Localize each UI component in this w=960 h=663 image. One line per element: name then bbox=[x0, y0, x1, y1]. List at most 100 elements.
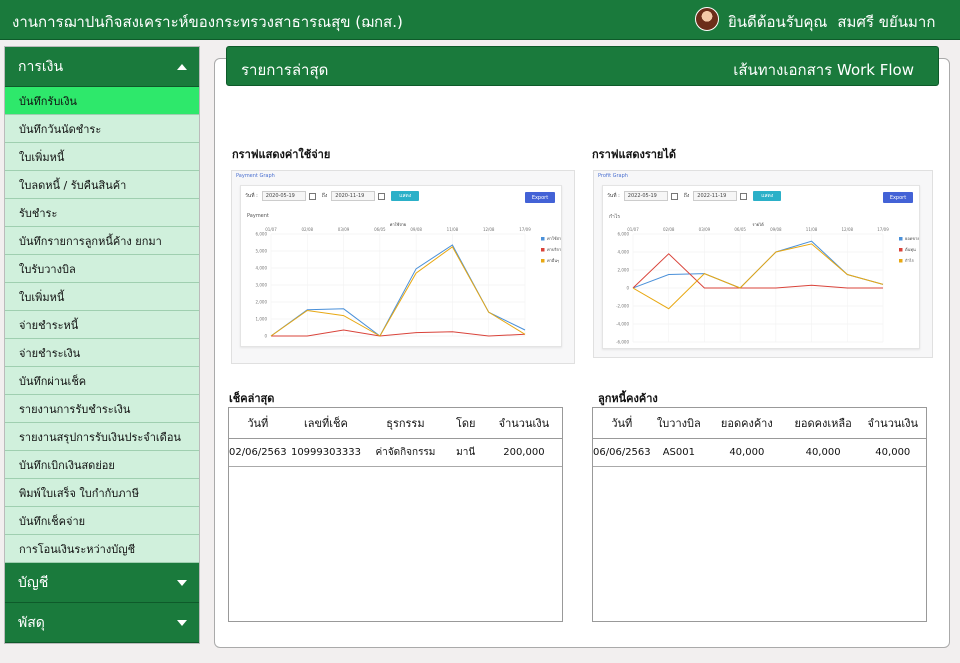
income-chart-card: Profit Graph วันที่ : 2022-05-19 ถึง 202… bbox=[593, 170, 933, 358]
x-tick-label: 06/05 bbox=[374, 227, 386, 232]
x-tick-label: 03/09 bbox=[699, 227, 711, 232]
date-to-input[interactable]: 2020-11-19 bbox=[331, 191, 376, 201]
x-tick-label: 02/08 bbox=[302, 227, 314, 232]
x-tick-label: 11/08 bbox=[806, 227, 818, 232]
cheques-grid: วันที่ เลขที่เช็ค ธุรกรรม โดย จำนวนเงิน 02/06… bbox=[229, 408, 562, 467]
series-line bbox=[632, 253, 883, 289]
sidebar-item[interactable]: บันทึกรับเงิน bbox=[5, 87, 199, 115]
legend-swatch bbox=[541, 259, 545, 263]
sidebar-item[interactable]: ใบเพิ่มหนี้ bbox=[5, 283, 199, 311]
income-chart-panel: วันที่ : 2022-05-19 ถึง 2022-11-19 แสดง … bbox=[602, 185, 920, 349]
column-header: โดย bbox=[445, 408, 486, 439]
chart-title: ค่าใช้จ่าย bbox=[390, 222, 407, 227]
sidebar-item[interactable]: บันทึกเบิกเงินสดย่อย bbox=[5, 451, 199, 479]
sidebar-item[interactable]: ใบเพิ่มหนี้ bbox=[5, 143, 199, 171]
sidebar-item[interactable]: ใบลดหนี้ / รับคืนสินค้า bbox=[5, 171, 199, 199]
column-header: ใบวางบิล bbox=[650, 408, 708, 439]
sidebar-section-supplies[interactable]: พัสดุ bbox=[5, 603, 199, 643]
date-from-label: วันที่ : bbox=[245, 193, 258, 199]
legend-label: ค่าบริการ bbox=[547, 247, 561, 252]
table-row[interactable]: 02/06/2563 10999303333 ค่าจัดกิจกรรม มานี 20… bbox=[229, 438, 562, 467]
date-to-label: ถึง bbox=[683, 193, 690, 199]
column-header: เลขที่เช็ค bbox=[286, 408, 366, 439]
table-cell: AS001 bbox=[650, 438, 708, 467]
top-bar: งานการฌาปนกิจสงเคราะห์ของกระทรวงสาธารณสุ… bbox=[0, 0, 960, 40]
x-tick-label: 09/08 bbox=[410, 227, 422, 232]
date-from-input[interactable]: 2020-05-19 bbox=[261, 191, 306, 201]
y-tick-label: 0 bbox=[264, 334, 267, 339]
sidebar-item[interactable]: รายงานสรุปการรับเงินประจำเดือน bbox=[5, 423, 199, 451]
export-button[interactable]: Export bbox=[525, 192, 555, 203]
app-title: งานการฌาปนกิจสงเคราะห์ของกระทรวงสาธารณสุ… bbox=[12, 13, 403, 31]
calendar-icon[interactable] bbox=[670, 192, 678, 200]
sidebar-item[interactable]: บันทึกวันนัดชำระ bbox=[5, 115, 199, 143]
expense-card-header: Payment Graph bbox=[236, 173, 275, 179]
sidebar-item[interactable]: บันทึกเช็คจ่าย bbox=[5, 507, 199, 535]
date-from-input[interactable]: 2022-05-19 bbox=[623, 191, 668, 201]
y-tick-label: 5,000 bbox=[256, 249, 268, 254]
x-tick-label: 01/07 bbox=[265, 227, 277, 232]
column-header: วันที่ bbox=[593, 408, 651, 439]
content-header: รายการล่าสุด เส้นทางเอกสาร Work Flow bbox=[226, 46, 939, 86]
sidebar-item[interactable]: จ่ายชำระเงิน bbox=[5, 339, 199, 367]
sidebar-item[interactable]: บันทึกผ่านเช็ค bbox=[5, 367, 199, 395]
user-name: สมศรี ขยันมาก bbox=[837, 13, 936, 31]
y-tick-label: 4,000 bbox=[256, 266, 268, 271]
date-to-input[interactable]: 2022-11-19 bbox=[693, 191, 738, 201]
series-line bbox=[270, 246, 526, 337]
user-avatar[interactable] bbox=[695, 7, 719, 31]
calendar-icon[interactable] bbox=[740, 192, 748, 200]
income-card-header: Profit Graph bbox=[598, 173, 628, 179]
y-tick-label: 4,000 bbox=[618, 250, 630, 255]
expense-chart-title: กราฟแสดงค่าใช้จ่าย bbox=[232, 148, 331, 161]
y-tick-label: 0 bbox=[626, 286, 629, 291]
calendar-icon[interactable] bbox=[308, 192, 316, 200]
greeting: ยินดีต้อนรับคุณ bbox=[728, 13, 828, 31]
caret-up-icon bbox=[177, 63, 187, 70]
x-tick-label: 12/08 bbox=[483, 227, 495, 232]
section-label: พัสดุ bbox=[18, 614, 45, 631]
sidebar-item[interactable]: ใบรับวางบิล bbox=[5, 255, 199, 283]
series-line bbox=[271, 329, 526, 337]
series-line bbox=[270, 244, 526, 337]
income-chart-title: กราฟแสดงรายได้ bbox=[592, 148, 677, 161]
legend-label: ค่าใช้จ่ายรวม bbox=[547, 236, 561, 241]
column-header: จำนวนเงิน bbox=[859, 408, 926, 439]
legend-swatch bbox=[541, 248, 545, 252]
legend-swatch bbox=[541, 237, 545, 241]
show-button[interactable]: แสดง bbox=[753, 191, 782, 201]
series-line bbox=[632, 243, 884, 310]
sidebar-item[interactable]: บันทึกรายการลูกหนี้ค้าง ยกมา bbox=[5, 227, 199, 255]
x-tick-label: 01/07 bbox=[627, 227, 639, 232]
expense-sub-label: Payment bbox=[247, 213, 269, 219]
y-tick-label: 2,000 bbox=[618, 268, 630, 273]
sidebar-item[interactable]: จ่ายชำระหนี้ bbox=[5, 311, 199, 339]
x-tick-label: 12/08 bbox=[842, 227, 854, 232]
table-cell: 02/06/2563 bbox=[229, 438, 287, 467]
x-tick-label: 17/09 bbox=[519, 227, 531, 232]
sidebar-section-finance[interactable]: การเงิน bbox=[5, 47, 199, 87]
income-sub-label: กำไร bbox=[609, 214, 621, 220]
workflow-link[interactable]: เส้นทางเอกสาร Work Flow bbox=[733, 61, 914, 79]
debtors-table: วันที่ ใบวางบิล ยอดคงค้าง ยอดคงเหลือ จำนวนเง… bbox=[592, 407, 927, 622]
legend-label: ต้นทุน bbox=[905, 247, 916, 253]
export-button[interactable]: Export bbox=[883, 192, 913, 203]
finance-menu: บันทึกรับเงิน บันทึกวันนัดชำระ ใบเพิ่มหนี้… bbox=[5, 87, 199, 563]
expense-chart-panel: วันที่ : 2020-05-19 ถึง 2020-11-19 แสดง … bbox=[240, 185, 562, 347]
y-tick-label: -6,000 bbox=[616, 340, 629, 345]
legend-swatch bbox=[899, 259, 903, 263]
caret-down-icon bbox=[177, 619, 187, 626]
sidebar-item[interactable]: พิมพ์ใบเสร็จ ใบกำกับภาษี bbox=[5, 479, 199, 507]
calendar-icon[interactable] bbox=[378, 192, 386, 200]
sidebar-section-accounting[interactable]: บัญชี bbox=[5, 563, 199, 603]
sidebar-item[interactable]: รับชำระ bbox=[5, 199, 199, 227]
show-button[interactable]: แสดง bbox=[391, 191, 420, 201]
table-row[interactable]: 06/06/2563 AS001 40,000 40,000 40,000 bbox=[593, 438, 926, 467]
cheques-title: เช็คล่าสุด bbox=[229, 392, 275, 405]
column-header: ยอดคงค้าง bbox=[707, 408, 787, 439]
sidebar-item[interactable]: การโอนเงินระหว่างบัญชี bbox=[5, 535, 199, 563]
x-tick-label: 02/08 bbox=[663, 227, 675, 232]
welcome-text: ยินดีต้อนรับคุณ สมศรี ขยันมาก bbox=[728, 10, 945, 34]
y-tick-label: 2,000 bbox=[256, 300, 268, 305]
sidebar-item[interactable]: รายงานการรับชำระเงิน bbox=[5, 395, 199, 423]
